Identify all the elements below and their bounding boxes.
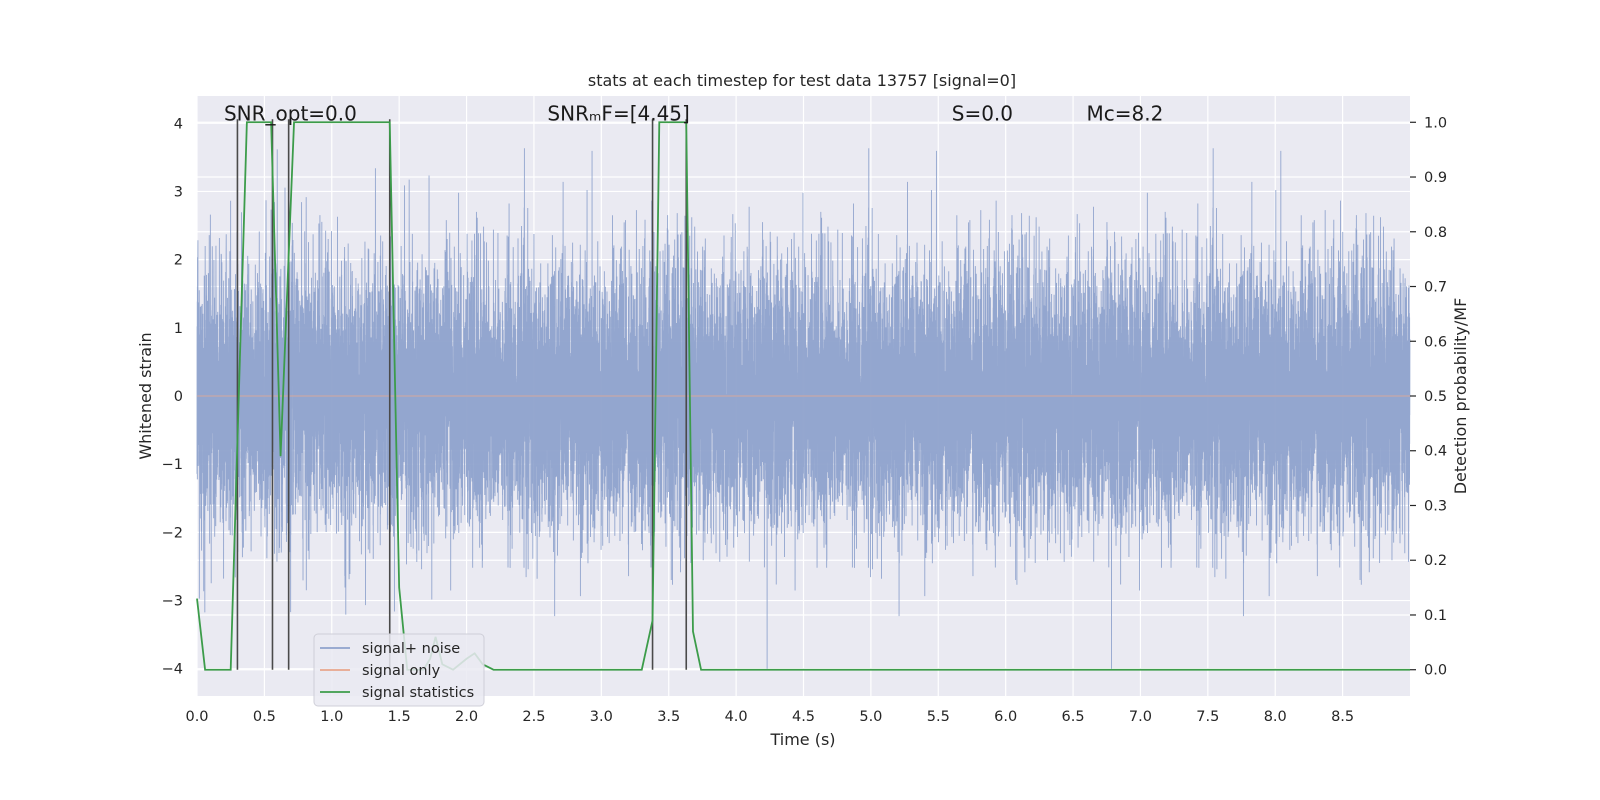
- x-tick-label: 4.0: [725, 709, 748, 725]
- legend-label: signal only: [362, 663, 441, 679]
- y2-tick-label: 0.6: [1424, 334, 1447, 350]
- y2-tick-label: 0.8: [1424, 225, 1447, 241]
- x-tick-label: 8.0: [1264, 709, 1287, 725]
- legend: signal+ noise signal only signal statistic…: [313, 633, 485, 707]
- x-axis-label: Time (s): [769, 730, 835, 749]
- annotation-snr-opt: SNR_opt=0.0: [224, 101, 357, 125]
- x-tick-label: 1.5: [388, 709, 411, 725]
- y-tick-label: −2: [162, 525, 183, 541]
- x-tick-label: 7.0: [1129, 709, 1152, 725]
- chart-title: stats at each timestep for test data 137…: [588, 71, 1016, 90]
- signal-noise-series: [196, 148, 1411, 669]
- x-tick-label: 5.5: [927, 709, 950, 725]
- annotation-mc: Mᴄ=8.2: [1087, 101, 1164, 125]
- y-tick-label: 3: [174, 184, 183, 200]
- x-tick-label: 3.5: [657, 709, 680, 725]
- y2-tick-label: 0.2: [1424, 553, 1447, 569]
- legend-label: signal+ noise: [362, 641, 460, 657]
- y-tick-label: 4: [174, 116, 183, 132]
- x-tick-label: 0.0: [185, 709, 208, 725]
- y-tick-label: 1: [174, 321, 183, 337]
- y-tick-label: −4: [162, 662, 183, 678]
- y2-tick-label: 0.1: [1424, 608, 1447, 624]
- y-tick-label: 2: [174, 253, 183, 269]
- x-tick-label: 0.5: [253, 709, 276, 725]
- annotation-snr-mf: SNRₘF=[4.45]: [547, 101, 689, 125]
- y-tick-label: −3: [162, 594, 183, 610]
- signal-noise-line: [196, 148, 1411, 669]
- y2-tick-label: 0.0: [1424, 663, 1447, 679]
- x-tick-label: 1.0: [320, 709, 343, 725]
- x-tick-label: 8.5: [1331, 709, 1354, 725]
- legend-label: signal statistics: [362, 685, 474, 701]
- x-tick-label: 2.5: [522, 709, 545, 725]
- y2-tick-label: 0.5: [1424, 389, 1447, 405]
- y2-tick-label: 0.7: [1424, 280, 1447, 296]
- x-tick-label: 3.0: [590, 709, 613, 725]
- x-tick-label: 7.5: [1196, 709, 1219, 725]
- y2-tick-label: 0.4: [1424, 444, 1447, 460]
- y2-tick-label: 1.0: [1424, 115, 1447, 131]
- axis-ticks: 0.0 0.5 1.0 1.5 2.0 2.5 3.0 3.5 4.0 4.5 5.0 5.5 6.0 6…: [162, 115, 1447, 725]
- y-axis-label: Whitened strain: [136, 332, 155, 459]
- x-tick-label: 2.0: [455, 709, 478, 725]
- y-tick-label: −1: [162, 457, 183, 473]
- x-tick-label: 6.5: [1062, 709, 1085, 725]
- y-tick-label: 0: [174, 389, 183, 405]
- x-tick-label: 4.5: [792, 709, 815, 725]
- y2-tick-label: 0.3: [1424, 498, 1447, 514]
- y2-axis-label: Detection probability/MF: [1451, 298, 1470, 495]
- annotation-s: S=0.0: [952, 101, 1013, 125]
- x-tick-label: 5.0: [859, 709, 882, 725]
- y2-tick-label: 0.9: [1424, 170, 1447, 186]
- x-tick-label: 6.0: [994, 709, 1017, 725]
- annotations: SNR_opt=0.0 SNRₘF=[4.45] S=0.0 Mᴄ=8.2: [224, 101, 1163, 125]
- legend-box: [313, 633, 485, 707]
